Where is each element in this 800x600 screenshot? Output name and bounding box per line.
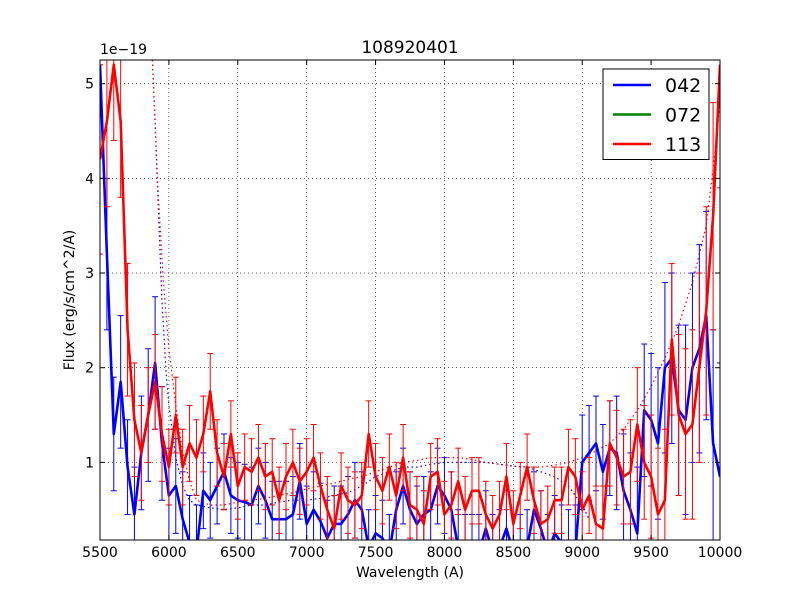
y-tick-label: 5 bbox=[85, 77, 94, 93]
model-red-curve bbox=[151, 60, 720, 506]
chart-title: 108920401 bbox=[361, 38, 458, 58]
x-tick-label: 7000 bbox=[289, 545, 325, 561]
legend-label: 072 bbox=[665, 105, 701, 127]
x-tick-label: 6500 bbox=[220, 545, 256, 561]
x-tick-label: 9500 bbox=[633, 545, 669, 561]
x-tick-label: 8500 bbox=[496, 545, 532, 561]
x-tick-label: 8000 bbox=[427, 545, 463, 561]
series-line-113 bbox=[100, 63, 720, 530]
x-tick-label: 5500 bbox=[82, 545, 118, 561]
x-tick-label: 6000 bbox=[151, 545, 187, 561]
x-tick-label: 10000 bbox=[698, 545, 743, 561]
data-layer bbox=[100, 60, 720, 540]
legend-label: 042 bbox=[665, 75, 701, 97]
x-tick-label: 9000 bbox=[564, 545, 600, 561]
y-tick-label: 1 bbox=[85, 455, 94, 471]
series-113 bbox=[100, 60, 720, 540]
x-tick-label: 7500 bbox=[358, 545, 394, 561]
y-axis-label: Flux (erg/s/cm^2/A) bbox=[62, 230, 78, 370]
legend: 042 072 113 bbox=[602, 68, 710, 160]
legend-label: 113 bbox=[665, 134, 701, 156]
y-tick-label: 4 bbox=[85, 171, 94, 187]
y-offset-label: 1e−19 bbox=[100, 42, 147, 58]
y-tick-label: 2 bbox=[85, 361, 94, 377]
plot-frame bbox=[99, 59, 721, 541]
y-tick-label: 3 bbox=[85, 266, 94, 282]
axis-ticks: 5500 6000 6500 7000 7500 8000 8500 9000 9500 1000… bbox=[82, 60, 742, 561]
x-axis-label: Wavelength (A) bbox=[356, 565, 464, 581]
